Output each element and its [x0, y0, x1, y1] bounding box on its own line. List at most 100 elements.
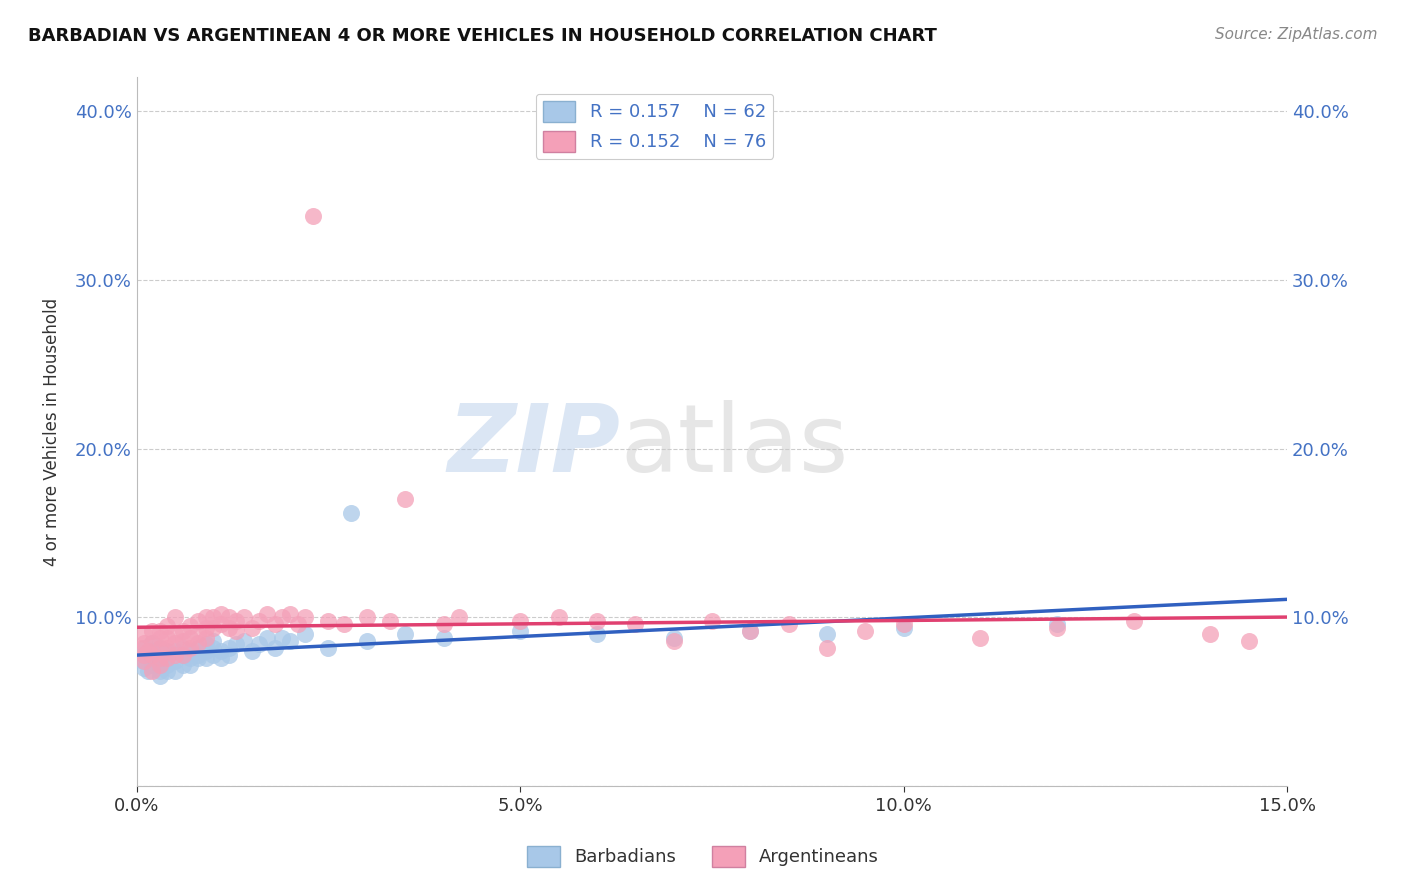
Point	[179, 631, 201, 645]
Point	[893, 621, 915, 635]
Point	[149, 631, 172, 645]
Point	[141, 648, 163, 662]
Point	[179, 651, 201, 665]
Point	[187, 627, 209, 641]
Point	[1046, 621, 1069, 635]
Point	[700, 614, 723, 628]
Point	[432, 617, 454, 632]
Y-axis label: 4 or more Vehicles in Household: 4 or more Vehicles in Household	[44, 298, 60, 566]
Point	[240, 621, 263, 635]
Point	[740, 624, 762, 638]
Point	[356, 610, 378, 624]
Point	[141, 651, 163, 665]
Point	[141, 636, 163, 650]
Point	[136, 665, 159, 679]
Point	[271, 610, 294, 624]
Point	[134, 636, 156, 650]
Point	[225, 637, 247, 651]
Point	[263, 617, 285, 632]
Point	[149, 669, 172, 683]
Point	[149, 651, 172, 665]
Point	[172, 640, 194, 655]
Point	[156, 651, 179, 665]
Point	[209, 644, 232, 658]
Point	[187, 640, 209, 655]
Point	[225, 614, 247, 628]
Point	[202, 621, 225, 635]
Point	[586, 614, 609, 628]
Point	[509, 614, 531, 628]
Point	[302, 209, 325, 223]
Point	[156, 631, 179, 645]
Point	[893, 617, 915, 632]
Point	[134, 640, 156, 655]
Point	[187, 614, 209, 628]
Point	[134, 648, 156, 662]
Point	[509, 624, 531, 638]
Point	[340, 506, 363, 520]
Point	[233, 610, 256, 624]
Point	[149, 657, 172, 672]
Text: ZIP: ZIP	[447, 400, 620, 492]
Point	[394, 627, 416, 641]
Point	[149, 665, 172, 679]
Point	[187, 648, 209, 662]
Point	[194, 637, 217, 651]
Point	[853, 624, 876, 638]
Point	[1046, 617, 1069, 632]
Point	[156, 651, 179, 665]
Point	[172, 657, 194, 672]
Point	[179, 640, 201, 655]
Point	[218, 621, 240, 635]
Point	[209, 607, 232, 621]
Point	[378, 614, 401, 628]
Point	[129, 652, 152, 666]
Point	[134, 648, 156, 662]
Point	[256, 607, 278, 621]
Point	[318, 614, 340, 628]
Text: atlas: atlas	[620, 400, 848, 492]
Point	[156, 665, 179, 679]
Point	[294, 627, 316, 641]
Point	[194, 651, 217, 665]
Point	[256, 631, 278, 645]
Point	[202, 610, 225, 624]
Point	[141, 624, 163, 638]
Point	[225, 624, 247, 638]
Point	[187, 636, 209, 650]
Point	[194, 644, 217, 658]
Text: BARBADIAN VS ARGENTINEAN 4 OR MORE VEHICLES IN HOUSEHOLD CORRELATION CHART: BARBADIAN VS ARGENTINEAN 4 OR MORE VEHIC…	[28, 27, 936, 45]
Point	[179, 619, 201, 633]
Point	[141, 665, 163, 679]
Point	[134, 654, 156, 668]
Point	[149, 624, 172, 638]
Point	[179, 644, 201, 658]
Point	[156, 657, 179, 672]
Point	[194, 621, 217, 635]
Point	[218, 648, 240, 662]
Point	[179, 657, 201, 672]
Point	[815, 640, 838, 655]
Point	[1199, 627, 1222, 641]
Point	[1122, 614, 1144, 628]
Point	[547, 610, 569, 624]
Point	[218, 610, 240, 624]
Point	[249, 614, 271, 628]
Point	[134, 661, 156, 675]
Point	[1237, 634, 1260, 648]
Point	[263, 640, 285, 655]
Point	[287, 617, 309, 632]
Point	[141, 657, 163, 672]
Point	[394, 492, 416, 507]
Point	[815, 627, 838, 641]
Point	[356, 634, 378, 648]
Point	[662, 634, 685, 648]
Point	[318, 640, 340, 655]
Point	[202, 634, 225, 648]
Point	[194, 631, 217, 645]
Point	[278, 634, 301, 648]
Point	[202, 648, 225, 662]
Point	[740, 624, 762, 638]
Point	[172, 624, 194, 638]
Point	[209, 617, 232, 632]
